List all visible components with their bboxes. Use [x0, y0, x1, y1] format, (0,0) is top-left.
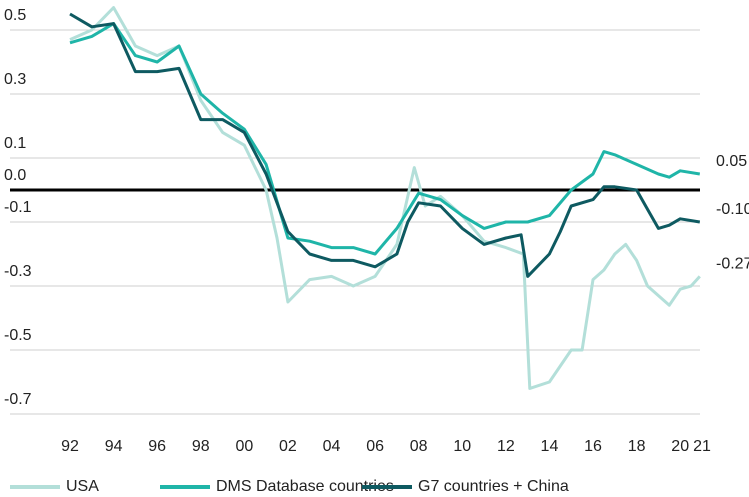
series-line: [69, 6, 701, 390]
x-tick-label: 08: [410, 438, 428, 455]
series-line: [69, 22, 701, 256]
x-tick-label: 12: [497, 438, 515, 455]
x-tick-label: 02: [279, 438, 297, 455]
y-tick-label: -0.1: [4, 199, 32, 216]
end-label: -0.27: [716, 256, 749, 273]
x-tick-label: 20: [671, 438, 689, 455]
y-tick-label: 0.0: [4, 167, 26, 184]
y-tick-label: -0.3: [4, 263, 32, 280]
legend-label: DMS Database countries: [216, 478, 394, 495]
legend-label: USA: [66, 478, 99, 495]
x-tick-label: 96: [148, 438, 166, 455]
end-label: 0.05: [716, 153, 747, 170]
series-line: [69, 12, 701, 278]
x-tick-label: 21: [693, 438, 711, 455]
x-tick-label: 94: [105, 438, 123, 455]
x-tick-label: 00: [235, 438, 253, 455]
x-tick-label: 98: [192, 438, 210, 455]
legend-label: G7 countries + China: [418, 478, 569, 495]
y-tick-label: -0.5: [4, 327, 32, 344]
x-tick-label: 04: [323, 438, 341, 455]
x-tick-label: 18: [628, 438, 646, 455]
x-tick-label: 14: [541, 438, 559, 455]
y-tick-label: -0.7: [4, 391, 32, 408]
x-tick-label: 16: [584, 438, 602, 455]
x-tick-label: 92: [61, 438, 79, 455]
y-tick-label: 0.3: [4, 71, 26, 88]
x-tick-label: 06: [366, 438, 384, 455]
y-tick-label: 0.5: [4, 7, 26, 24]
x-tick-label: 10: [453, 438, 471, 455]
end-label: -0.10: [716, 201, 749, 218]
y-tick-label: 0.1: [4, 135, 26, 152]
